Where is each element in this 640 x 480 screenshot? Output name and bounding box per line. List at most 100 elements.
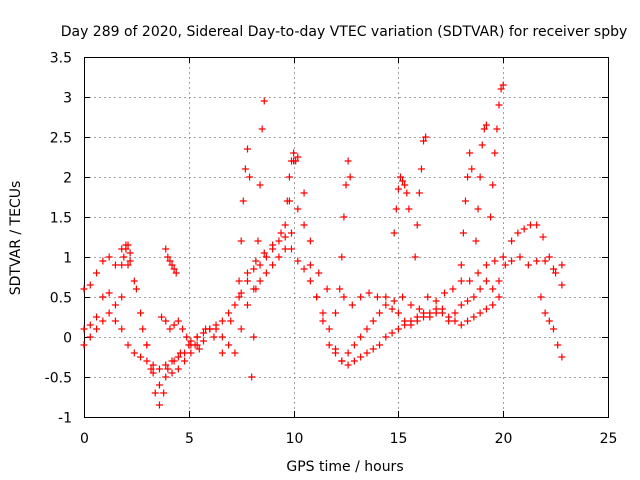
data-point: [357, 333, 365, 341]
data-point: [338, 253, 346, 261]
data-point: [168, 261, 176, 269]
data-point: [478, 141, 486, 149]
data-point: [139, 325, 147, 333]
data-point: [93, 313, 101, 321]
data-point: [432, 305, 440, 313]
data-point: [476, 309, 484, 317]
data-point: [541, 309, 549, 317]
data-point: [474, 269, 482, 277]
data-point: [338, 357, 346, 365]
data-point: [325, 325, 333, 333]
data-point: [415, 189, 423, 197]
data-point: [342, 181, 350, 189]
data-point: [340, 213, 348, 221]
x-tick-label: 15: [390, 431, 408, 447]
data-point: [99, 317, 107, 325]
data-point: [472, 237, 480, 245]
data-point: [388, 305, 396, 313]
data-point: [237, 237, 245, 245]
data-point: [533, 221, 541, 229]
data-point: [315, 269, 323, 277]
data-point: [533, 257, 541, 265]
data-point: [227, 317, 235, 325]
data-point: [130, 349, 138, 357]
axis-ticks: 0 5 10 15 20 25 -1 -0.5 0 0.5 1 1.5 2 2.5 3 3.5: [45, 51, 618, 448]
data-point: [457, 301, 465, 309]
data-point: [457, 321, 465, 329]
data-point: [155, 401, 163, 409]
data-point: [181, 357, 189, 365]
data-point: [183, 333, 191, 341]
data-point: [487, 213, 495, 221]
data-point: [369, 345, 377, 353]
data-point: [243, 277, 251, 285]
data-point: [260, 97, 268, 105]
data-point: [344, 157, 352, 165]
data-point: [550, 265, 558, 273]
data-point: [508, 257, 516, 265]
data-point: [459, 229, 467, 237]
data-point: [520, 225, 528, 233]
data-point: [350, 357, 358, 365]
series-spike-16.2: [411, 133, 430, 261]
data-point: [250, 333, 258, 341]
data-point: [489, 285, 497, 293]
series-spike-18.4: [457, 149, 476, 269]
data-point: [80, 341, 88, 349]
y-tick-label: 3.5: [50, 51, 72, 67]
data-point: [457, 277, 465, 285]
data-point: [239, 197, 247, 205]
data-point: [491, 257, 499, 265]
data-point: [243, 145, 251, 153]
data-point: [277, 229, 285, 237]
data-point: [411, 253, 419, 261]
data-point: [466, 277, 474, 285]
data-point: [365, 289, 373, 297]
data-point: [344, 349, 352, 357]
data-point: [170, 265, 178, 273]
data-point: [464, 173, 472, 181]
data-point: [172, 269, 180, 277]
data-point: [210, 333, 218, 341]
data-point: [212, 325, 220, 333]
data-point: [470, 313, 478, 321]
data-point: [132, 285, 140, 293]
data-point: [225, 341, 233, 349]
data-point: [390, 229, 398, 237]
data-point: [480, 125, 488, 133]
data-point: [199, 337, 207, 345]
data-point: [174, 317, 182, 325]
data-point: [218, 317, 226, 325]
chart-title: Day 289 of 2020, Sidereal Day-to-day VTE…: [61, 24, 628, 40]
data-point: [122, 245, 130, 253]
data-point: [86, 321, 94, 329]
data-point: [325, 341, 333, 349]
data-point: [545, 253, 553, 261]
data-point: [420, 313, 428, 321]
data-point: [495, 293, 503, 301]
data-point: [501, 261, 509, 269]
data-point: [306, 237, 314, 245]
data-point: [474, 205, 482, 213]
data-point: [285, 173, 293, 181]
data-point: [306, 261, 314, 269]
data-point: [170, 321, 178, 329]
data-point: [231, 301, 239, 309]
data-point: [281, 233, 289, 241]
data-point: [155, 381, 163, 389]
series-spike-12.5: [336, 157, 354, 293]
data-point: [363, 325, 371, 333]
data-point: [497, 85, 505, 93]
data-point: [151, 389, 159, 397]
data-point: [80, 285, 88, 293]
data-point: [401, 181, 409, 189]
data-point: [357, 293, 365, 301]
y-tick-label: 3: [63, 91, 72, 107]
data-point: [432, 297, 440, 305]
data-point: [545, 317, 553, 325]
data-point: [417, 165, 425, 173]
y-tick-label: -1: [58, 411, 72, 427]
data-point: [105, 289, 113, 297]
data-point: [149, 361, 157, 369]
data-point: [235, 277, 243, 285]
